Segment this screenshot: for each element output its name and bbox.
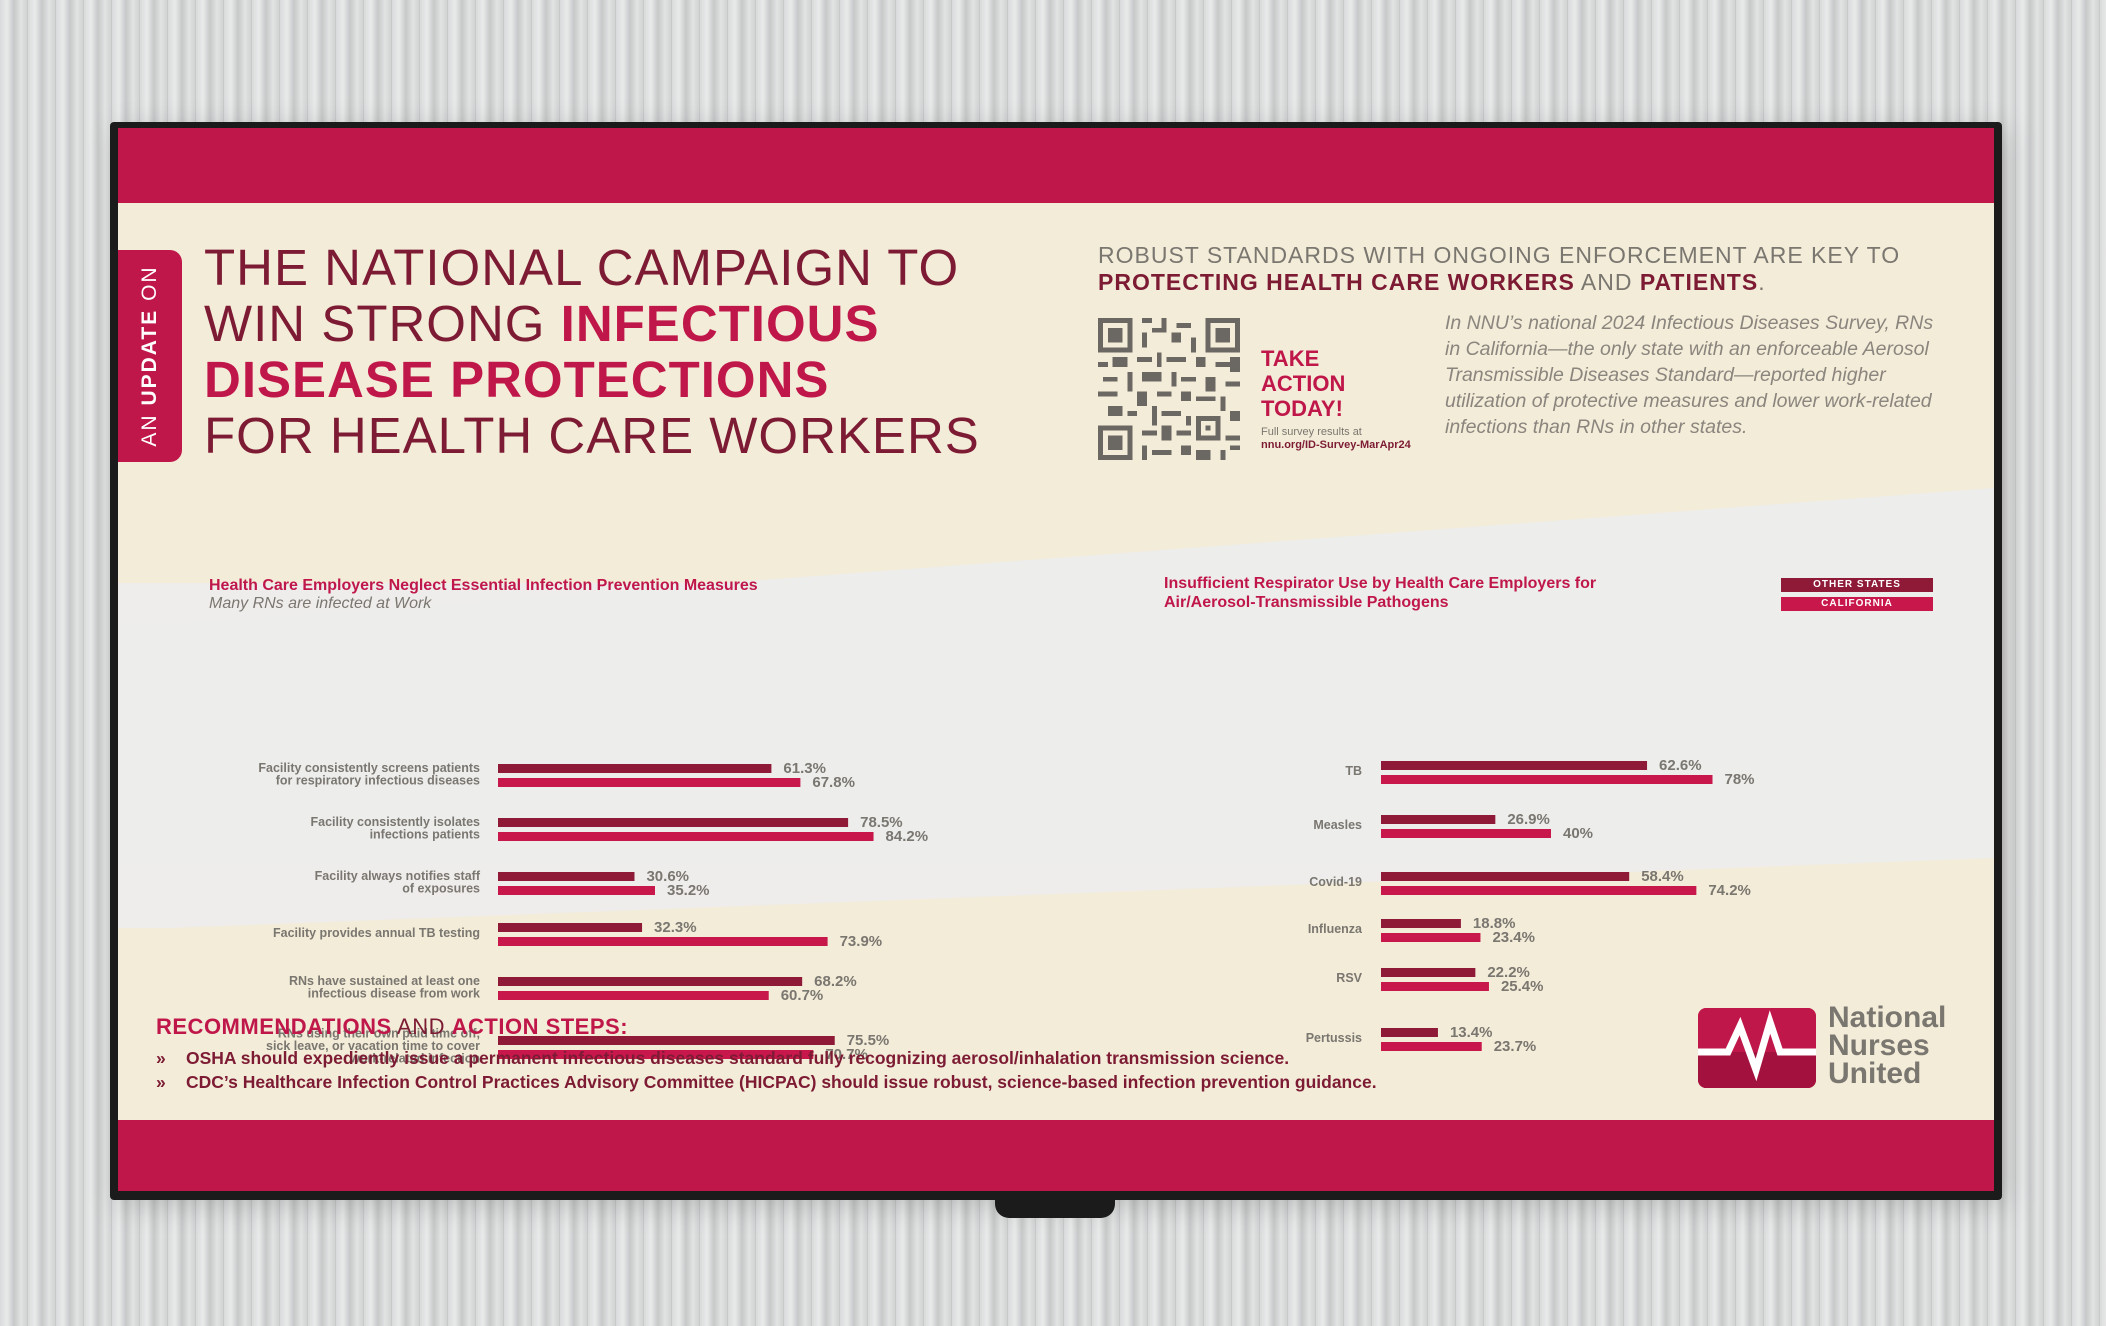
data-label: 58.4% <box>1641 868 1684 885</box>
data-label: 35.2% <box>667 882 710 899</box>
category-label: infectious disease from work <box>308 986 480 1000</box>
data-label: 22.2% <box>1487 964 1530 981</box>
take-action-heading: TAKE ACTION TODAY! <box>1261 346 1346 421</box>
bar-california <box>1381 982 1489 991</box>
data-label: 61.3% <box>783 760 826 777</box>
data-label: 67.8% <box>812 774 855 791</box>
recommendation-item: » CDC’s Healthcare Infection Control Prac… <box>156 1072 1377 1092</box>
bar-other-states <box>498 977 803 986</box>
category-label: RNs using their own paid time off, <box>278 1027 480 1041</box>
bar-other-states <box>1381 761 1648 770</box>
page-title: THE NATIONAL CAMPAIGN TO WIN STRONG INFE… <box>204 240 1064 464</box>
bar-other-states <box>498 872 635 881</box>
data-label: 23.7% <box>1494 1038 1537 1055</box>
recommendation-item: » OSHA should expediently issue a permane… <box>156 1048 1290 1068</box>
legend-california: CALIFORNIA <box>1781 597 1933 611</box>
data-label: 40% <box>1563 825 1593 842</box>
update-tab-label: AN UPDATE ON <box>138 265 161 447</box>
data-label: 18.8% <box>1473 915 1516 932</box>
bar-california <box>1381 933 1481 942</box>
data-label: 70.7% <box>825 1046 868 1063</box>
category-label: sick leave, or vacation time to cover <box>266 1039 480 1053</box>
bar-california <box>498 937 828 946</box>
category-label: Pertussis <box>1306 1031 1362 1045</box>
bar-california <box>498 832 874 841</box>
category-label: Covid-19 <box>1309 875 1362 889</box>
data-label: 25.4% <box>1501 978 1544 995</box>
survey-summary: In NNU’s national 2024 Infectious Diseas… <box>1445 312 1934 438</box>
bar-other-states <box>498 818 849 827</box>
data-label: 73.9% <box>840 933 883 950</box>
qr-code-icon[interactable] <box>1098 318 1240 460</box>
chart-legend: OTHER STATES CALIFORNIA <box>1781 578 1933 616</box>
bar-california <box>498 1050 814 1059</box>
chart1-title: Health Care Employers Neglect Essential … <box>209 577 758 594</box>
category-label: Facility consistently screens patients <box>258 761 480 775</box>
bar-other-states <box>1381 968 1476 977</box>
recommendations-title: RECOMMENDATIONS AND ACTION STEPS: <box>156 1014 629 1039</box>
bar-california <box>1381 886 1697 895</box>
data-label: 30.6% <box>646 868 689 885</box>
bar-other-states <box>498 1036 835 1045</box>
charts-panel <box>118 623 1994 863</box>
data-label: 74.2% <box>1708 882 1751 899</box>
category-label: RSV <box>1336 971 1362 985</box>
category-label: of exposures <box>402 881 480 895</box>
data-label: 84.2% <box>886 828 929 845</box>
chart1-svg: Facility consistently screens patientsfo… <box>258 760 929 1066</box>
category-label: for respiratory infectious diseases <box>276 773 480 787</box>
data-label: 60.7% <box>781 987 824 1004</box>
chart2-svg: TB 62.6% 78% Measles 26.9% 40% Covid-19 58.4% 74… <box>1306 757 1755 1055</box>
category-label: infections patients <box>370 827 480 841</box>
data-label: 75.5% <box>847 1032 890 1049</box>
chart2-title: Insufficient Respirator Use by Health Ca… <box>1164 575 1597 611</box>
data-label: 78.5% <box>860 814 903 831</box>
nnu-logo-icon <box>1698 1008 1816 1088</box>
category-label: Facility consistently isolates <box>310 815 480 829</box>
bar-other-states <box>498 923 643 932</box>
bottom-band <box>118 1120 1994 1191</box>
tv-stand <box>995 1196 1115 1218</box>
data-label: 23.4% <box>1492 929 1535 946</box>
category-label: Influenza <box>1308 922 1363 936</box>
data-label: 13.4% <box>1450 1024 1493 1041</box>
category-label: Facility always notifies staff <box>315 869 481 883</box>
bar-other-states <box>1381 1028 1438 1037</box>
nnu-logo-text: National Nurses United <box>1828 1001 1947 1090</box>
infographic-screen: AN UPDATE ON THE NATIONAL CAMPAIGN TO WI… <box>118 128 1994 1191</box>
title-line-2: WIN STRONG INFECTIOUS <box>204 295 880 352</box>
bar-california <box>1381 775 1713 784</box>
bar-california <box>498 886 655 895</box>
bar-california <box>1381 1042 1482 1051</box>
update-tab: AN UPDATE ON <box>118 250 182 462</box>
data-label: 32.3% <box>654 919 697 936</box>
title-line-4: FOR HEALTH CARE WORKERS <box>204 407 980 464</box>
category-label: TB <box>1345 764 1362 778</box>
top-band <box>118 128 1994 203</box>
title-line-3: DISEASE PROTECTIONS <box>204 351 830 408</box>
bar-other-states <box>1381 872 1630 881</box>
recommendations-list: » OSHA should expediently issue a permane… <box>156 1046 1377 1094</box>
bar-california <box>1381 829 1551 838</box>
data-label: 78% <box>1725 771 1755 788</box>
title-line-1: THE NATIONAL CAMPAIGN TO <box>204 239 960 296</box>
category-label: Measles <box>1313 818 1362 832</box>
category-label: work-related infection <box>349 1052 480 1066</box>
bar-california <box>498 778 801 787</box>
category-label: RNs have sustained at least one <box>289 974 480 988</box>
bar-other-states <box>498 764 772 773</box>
chart1-subtitle: Many RNs are infected at Work <box>209 595 432 612</box>
data-label: 62.6% <box>1659 757 1702 774</box>
category-label: Facility provides annual TB testing <box>273 926 480 940</box>
survey-link[interactable]: Full survey results at nnu.org/ID-Survey… <box>1261 426 1411 451</box>
legend-other-states: OTHER STATES <box>1781 578 1933 592</box>
bar-california <box>498 991 769 1000</box>
recommendations-panel <box>118 928 1994 1120</box>
bar-other-states <box>1381 919 1461 928</box>
intro-heading: ROBUST STANDARDS WITH ONGOING ENFORCEMEN… <box>1098 242 1901 295</box>
bar-other-states <box>1381 815 1496 824</box>
data-label: 68.2% <box>814 973 857 990</box>
data-label: 26.9% <box>1507 811 1550 828</box>
